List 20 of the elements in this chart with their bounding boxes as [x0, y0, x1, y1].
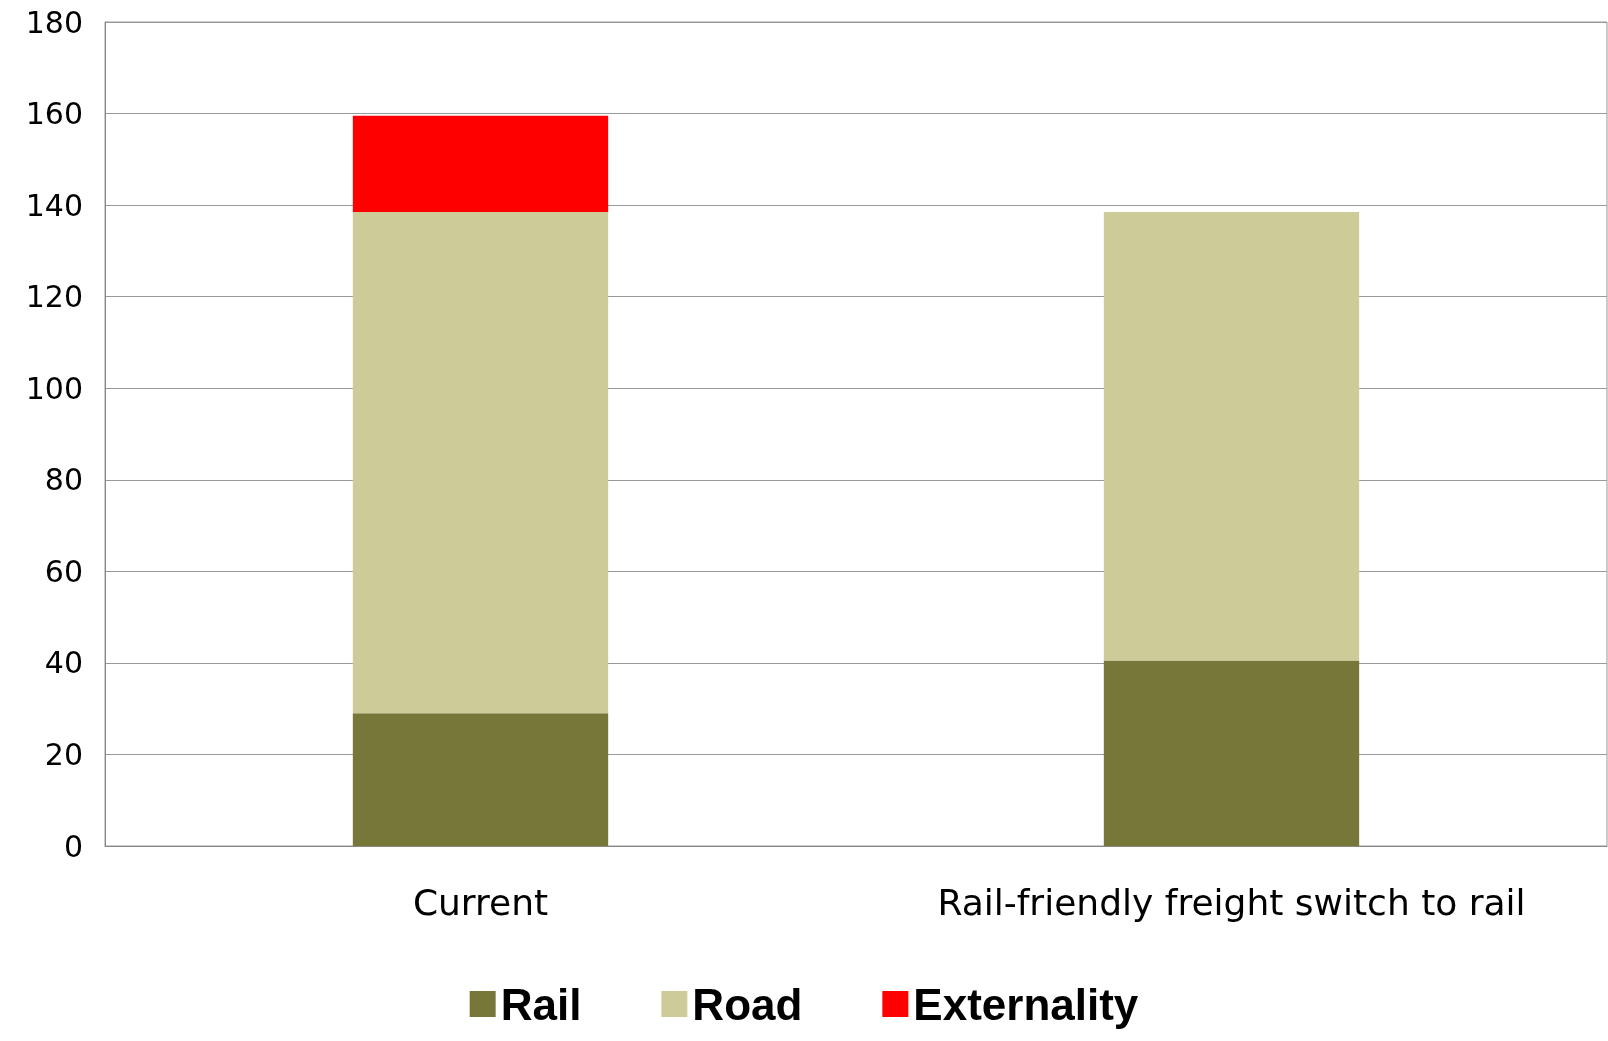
- legend-label: Road: [692, 979, 803, 1029]
- x-tick-label: Rail-friendly freight switch to rail: [937, 881, 1526, 923]
- bar: [352, 713, 609, 846]
- y-tick-label: 140: [25, 187, 83, 223]
- y-tick-label: 60: [44, 553, 83, 589]
- y-tick-label: 180: [25, 4, 83, 40]
- bar: [352, 211, 609, 714]
- y-tick-label: 0: [63, 828, 83, 864]
- legend-label: Externality: [913, 979, 1139, 1029]
- y-tick-label: 40: [44, 645, 83, 681]
- y-tick-label: 160: [25, 96, 83, 132]
- y-tick-label: 100: [25, 370, 83, 406]
- y-tick-label: 20: [44, 736, 83, 772]
- bar: [352, 115, 609, 212]
- x-tick-label: Current: [412, 881, 549, 923]
- bar: [1103, 660, 1360, 846]
- legend-label: Rail: [500, 979, 582, 1029]
- y-tick-label: 120: [25, 279, 83, 315]
- y-tick-label: 80: [44, 462, 83, 498]
- bar: [1103, 211, 1360, 661]
